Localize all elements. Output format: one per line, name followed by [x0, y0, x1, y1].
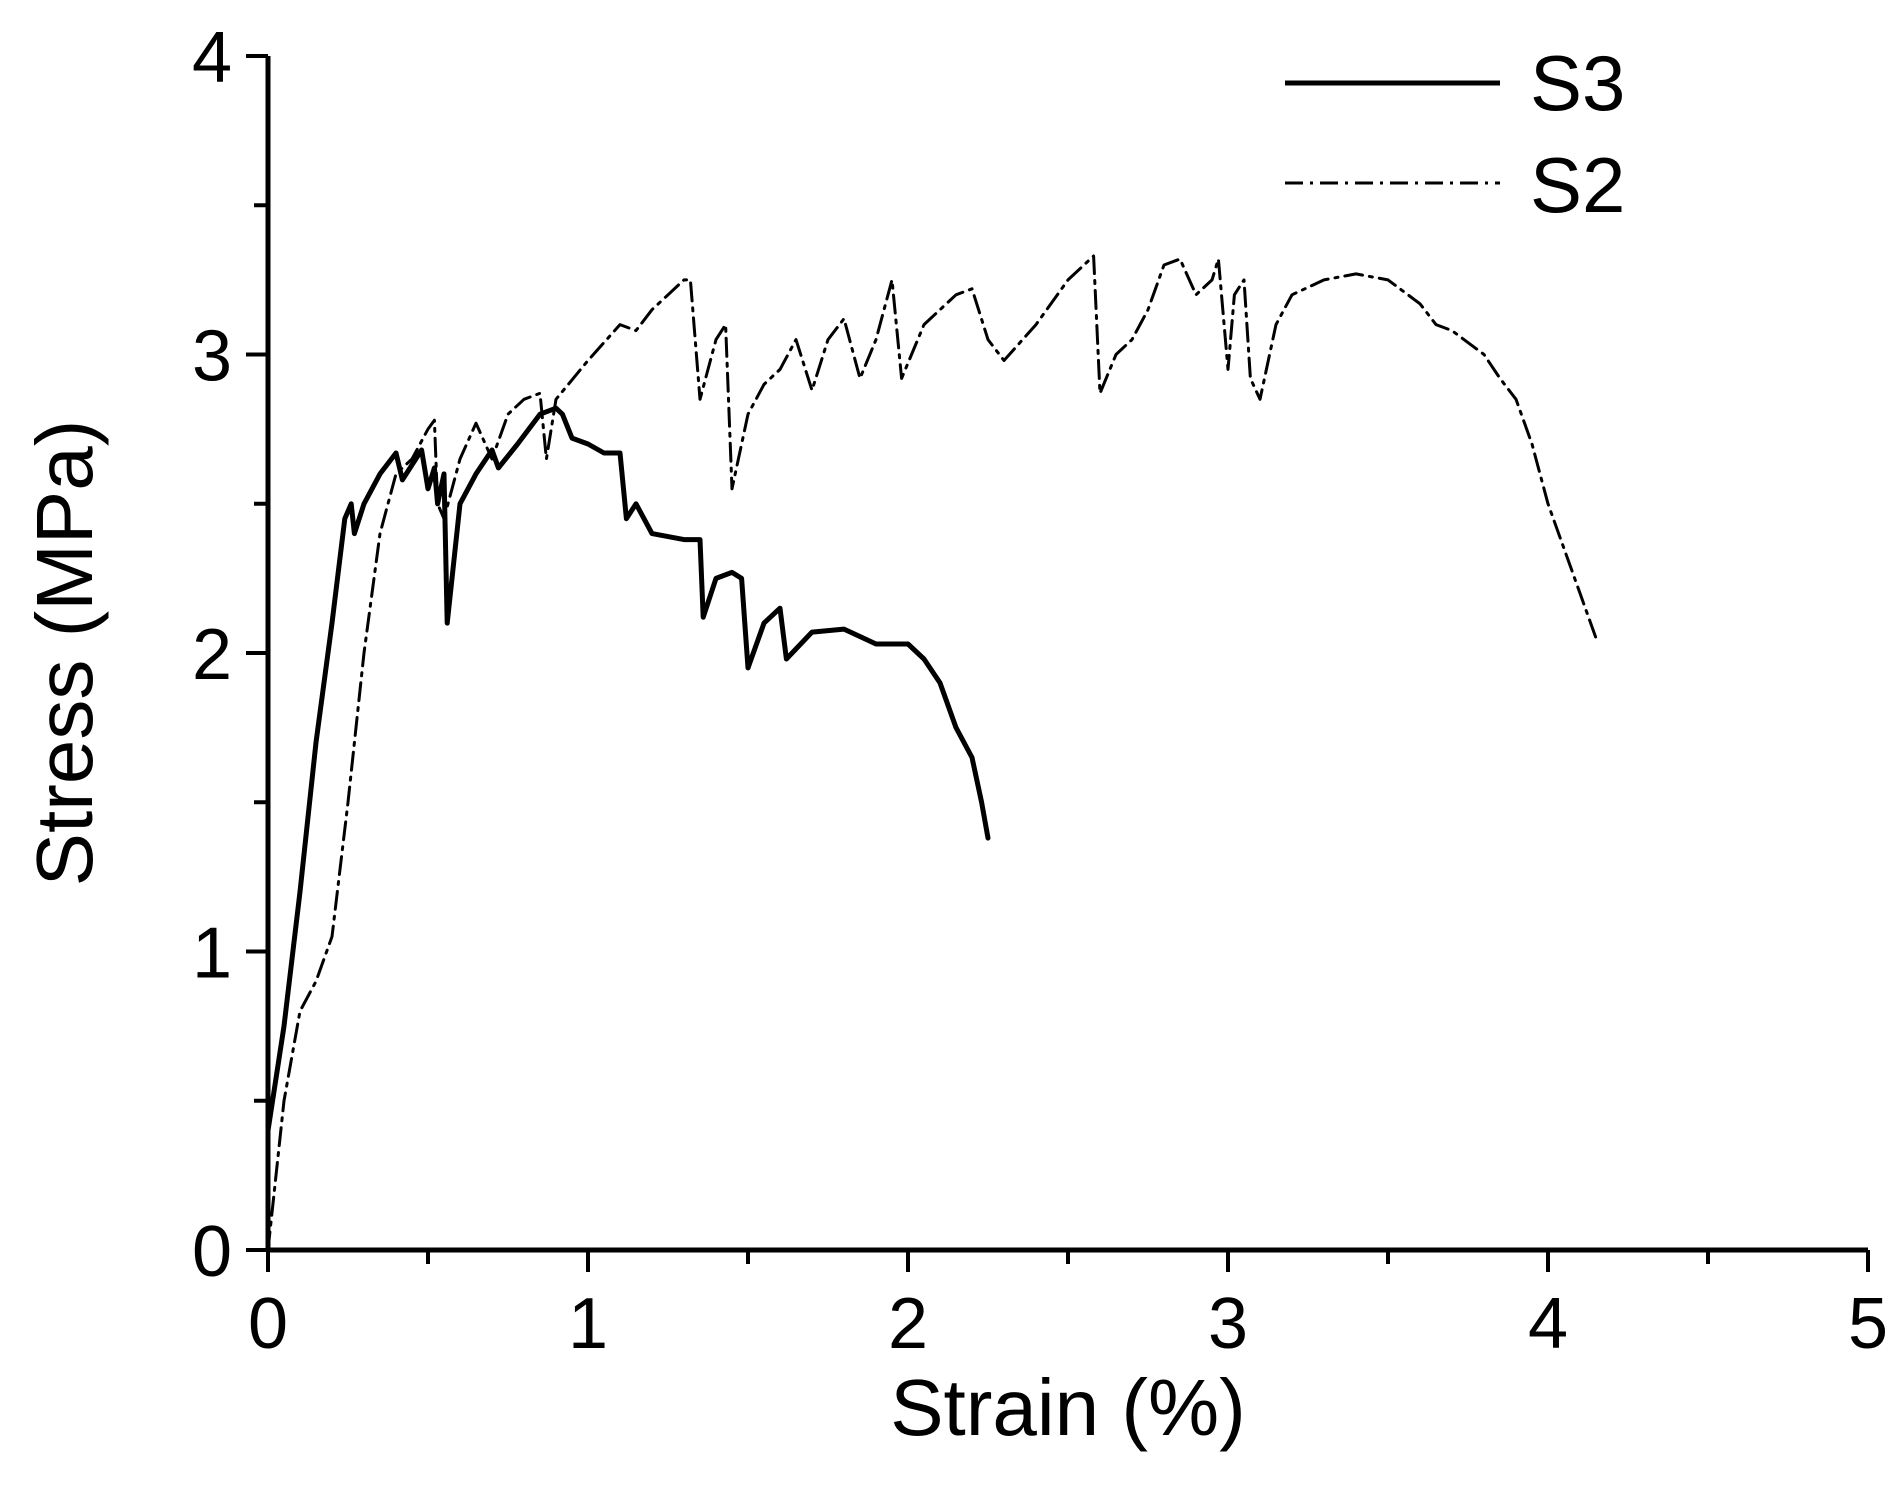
legend-label-s3: S3: [1530, 39, 1625, 127]
axes: [265, 56, 1868, 1253]
y-tick-label: 1: [192, 914, 232, 994]
y-axis-title: Stress (MPa): [20, 420, 109, 887]
series-line-s2: [266, 254, 1598, 1252]
x-axis-title: Strain (%): [890, 1363, 1246, 1452]
tick-labels: 0 1 2 3 4 5 0 1 2 3 4: [192, 18, 1888, 1364]
x-tick-label: 0: [248, 1284, 288, 1364]
legend: S3 S2: [1285, 39, 1625, 229]
x-tick-label: 2: [888, 1284, 928, 1364]
x-tick-label: 3: [1208, 1284, 1248, 1364]
y-tick-label: 4: [192, 18, 232, 98]
y-tick-label: 3: [192, 317, 232, 397]
y-tick-label: 2: [192, 615, 232, 695]
legend-label-s2: S2: [1530, 141, 1625, 229]
x-tick-label: 4: [1528, 1284, 1568, 1364]
x-tick-label: 1: [568, 1284, 608, 1364]
x-tick-label: 5: [1848, 1284, 1888, 1364]
tick-marks: [246, 54, 1870, 1272]
series-group: [265, 254, 1598, 1252]
series-line-s3: [265, 405, 991, 1134]
y-tick-label: 0: [192, 1212, 232, 1292]
